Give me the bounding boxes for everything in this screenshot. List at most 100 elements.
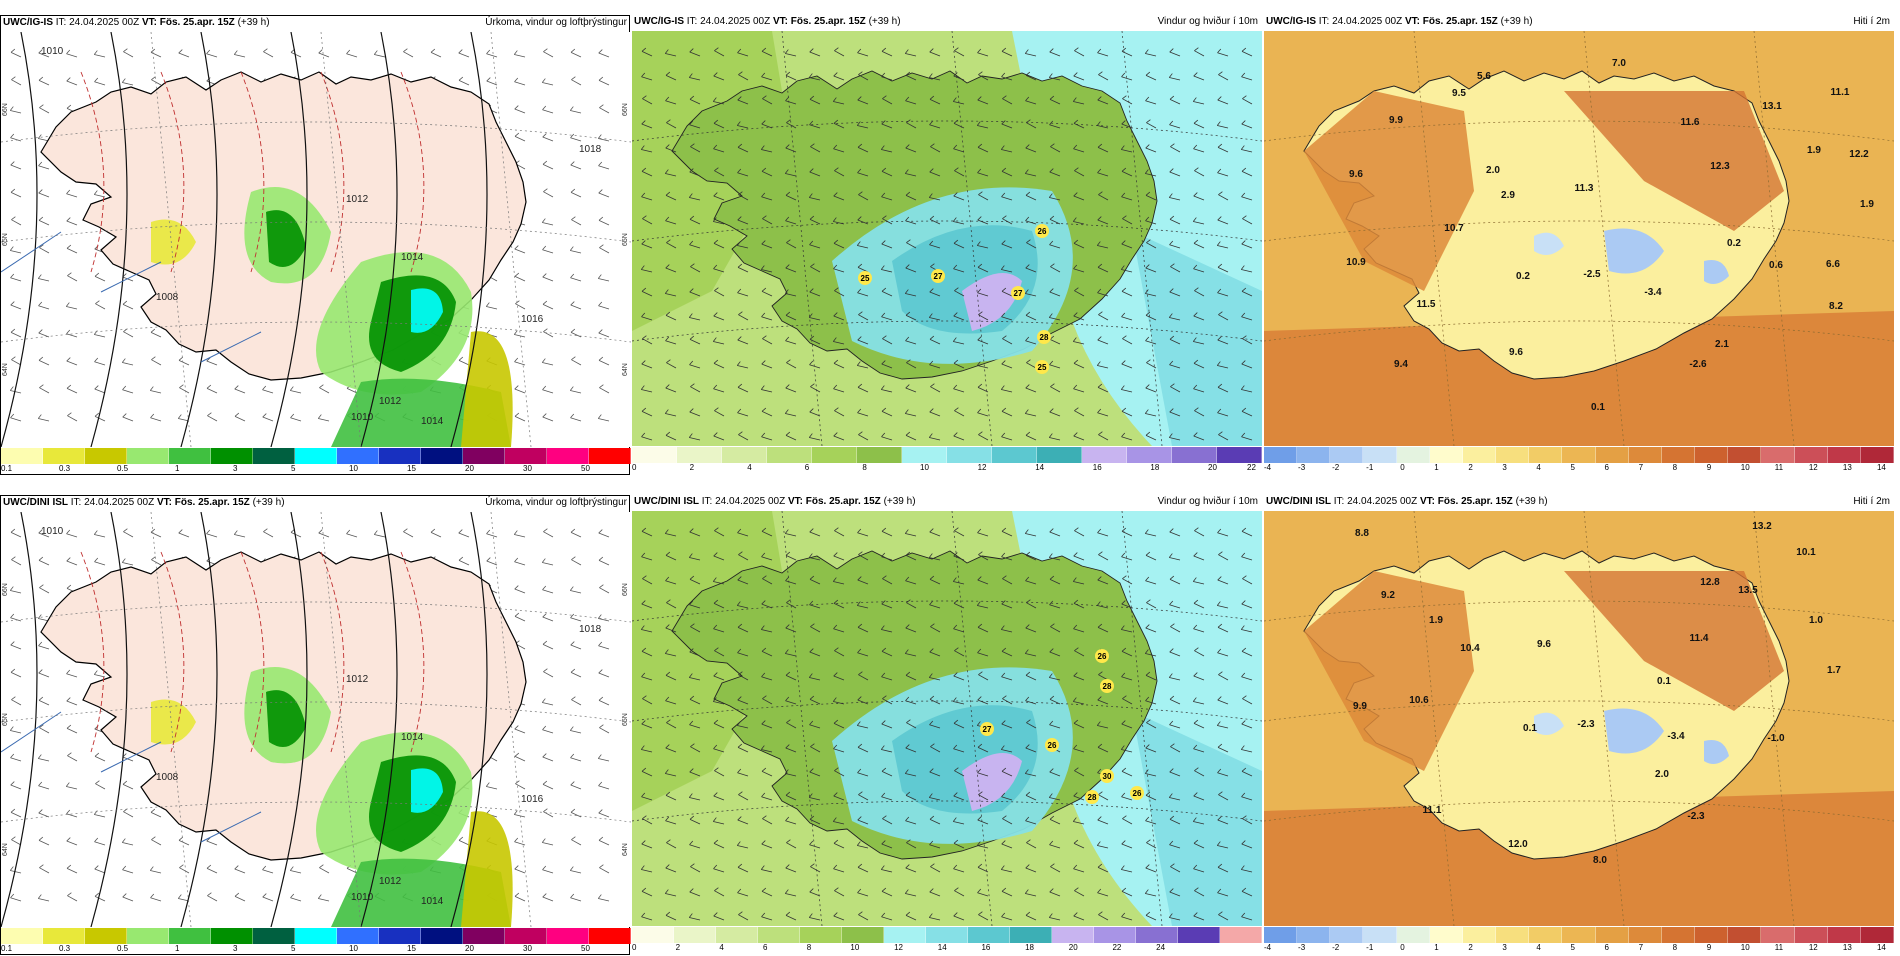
colorbar-swatch [1462, 447, 1497, 463]
temp-contour [160, 551, 185, 753]
gust-label: 27 [1011, 286, 1025, 300]
colorbar-label: 6 [763, 943, 768, 952]
gust-label: 25 [858, 271, 872, 285]
colorbar-swatch [884, 927, 926, 943]
temp-label: -2.5 [1583, 269, 1601, 280]
colorbar-swatches [1, 928, 631, 944]
it-value: 24.04.2025 00Z [1332, 16, 1403, 27]
isobar-label: 1018 [579, 144, 602, 155]
colorbar-label: 9 [1706, 463, 1712, 472]
colorbar-label: 20 [1068, 943, 1078, 952]
colorbar-swatch [127, 928, 169, 944]
precip-area [266, 690, 306, 747]
colorbar-label: 12 [894, 943, 903, 952]
colorbar-swatch [589, 928, 631, 944]
temp-label: 6.6 [1826, 259, 1840, 270]
isobar-label: 1012 [346, 194, 369, 205]
colorbar-swatch [1595, 447, 1629, 463]
graticule [1, 512, 631, 927]
colorbar-label: 10 [850, 943, 860, 952]
temp-label: 10.1 [1796, 547, 1816, 558]
colorbar-swatch [1052, 927, 1094, 943]
colorbar-swatch [505, 928, 547, 944]
vt-value: Fös. 25.apr. 15Z [1422, 16, 1498, 27]
colorbar-label: 7 [1638, 463, 1644, 472]
colorbar-labels: 0 2 4 6 8 10 12 14 16 18 20 22 24 [632, 943, 1262, 955]
temp-colorbar: -4 -3 -2 -1 0 1 2 3 4 5 6 7 8 9 10 11 12 13 14 [1264, 447, 1894, 475]
colorbar-label: 0.3 [59, 464, 71, 473]
colorbar-label: 10 [1740, 943, 1750, 952]
temp-label: 1.9 [1807, 145, 1821, 156]
temp-label: 9.9 [1353, 701, 1367, 712]
panel-precip-igis: UWC/IG-IS IT: 24.04.2025 00Z VT: Fös. 25… [0, 15, 631, 476]
temp-label: 12.0 [1508, 839, 1528, 850]
it-value: 24.04.2025 00Z [700, 16, 771, 27]
colorbar-labels: -4 -3 -2 -1 0 1 2 3 4 5 6 7 8 9 10 11 12 13 14 [1264, 943, 1894, 955]
colorbar-label: 4 [747, 463, 752, 472]
svg-text:25: 25 [1038, 363, 1047, 372]
isobar-label: 1010 [351, 892, 374, 903]
colorbar-swatch [1496, 927, 1530, 943]
panel-title: Vindur og hviður í 10m [1157, 496, 1258, 507]
isobar [1, 32, 38, 447]
panel-title: Úrkoma, vindur og loftþrýstingur [485, 17, 627, 28]
temp-label: 11.5 [1417, 299, 1436, 310]
temp-label: 9.4 [1394, 359, 1408, 370]
it-label: IT: [70, 497, 82, 508]
colorbar-swatch [1595, 927, 1629, 943]
svg-text:28: 28 [1103, 682, 1112, 691]
wind-barbs [640, 47, 1253, 441]
panel-wind-dini: UWC/DINI ISL IT: 24.04.2025 00Z VT: Fös.… [632, 495, 1262, 955]
colorbar-swatch [1728, 927, 1762, 943]
colorbar-swatches [632, 447, 1262, 463]
temp-label: 2.1 [1715, 339, 1729, 350]
colorbar-label: 11 [1774, 463, 1784, 472]
temp-contour [160, 71, 185, 273]
colorbar-label: 8 [862, 463, 867, 472]
model-name: UWC/IG-IS [1266, 16, 1316, 27]
colorbar-label: 13 [1842, 943, 1852, 952]
temp-label: 9.9 [1389, 115, 1403, 126]
temp-label: 5.6 [1477, 71, 1491, 82]
colorbar-swatches [632, 927, 1262, 943]
model-name: UWC/DINI ISL [634, 496, 699, 507]
panel-title: Vindur og hviður í 10m [1157, 16, 1258, 27]
precip-area [151, 219, 196, 265]
temp-label: -3.4 [1667, 731, 1685, 742]
isobar-label: 1012 [346, 674, 369, 685]
vt-value: Fös. 25.apr. 15Z [805, 496, 881, 507]
vt-label: VT: [787, 496, 803, 507]
colorbar-label: 18 [1025, 943, 1035, 952]
colorbar-label: 14 [1876, 943, 1886, 952]
colorbar-swatch [992, 447, 1037, 463]
temp-label: 8.8 [1355, 528, 1369, 539]
graticule [632, 31, 1262, 446]
lat-label-right: 66N [622, 583, 629, 596]
temp-label: -2.6 [1689, 359, 1707, 370]
graticule [1264, 511, 1894, 926]
colorbar-swatch [1661, 927, 1696, 943]
colorbar-label: 50 [581, 464, 590, 473]
lat-label: 65N [2, 713, 9, 726]
colorbar-label: 5 [1570, 943, 1575, 952]
colorbar-label: 5 [291, 944, 296, 953]
colorbar-label: 20 [465, 944, 474, 953]
temp-label: 8.0 [1593, 855, 1607, 866]
vt-value: Fös. 25.apr. 15Z [790, 16, 866, 27]
colorbar-swatch [722, 447, 767, 463]
model-name: UWC/DINI ISL [3, 497, 68, 508]
gust-label: 28 [1037, 330, 1051, 344]
svg-text:25: 25 [861, 274, 870, 283]
temp-label: 13.5 [1738, 585, 1758, 596]
isobar [180, 512, 218, 927]
colorbar-swatch [547, 448, 589, 464]
colorbar-swatch [421, 448, 463, 464]
colorbar-swatch [857, 447, 902, 463]
lat-line [100, 741, 162, 773]
colorbar-label: -2 [1332, 943, 1340, 952]
temp-label: 13.2 [1752, 521, 1772, 532]
it-value: 24.04.2025 00Z [84, 497, 155, 508]
colorbar-swatch [1562, 447, 1596, 463]
precip-colorbar: 0.1 0.3 0.5 1 3 5 10 15 20 30 50 [1, 448, 631, 476]
colorbar-label: 8 [806, 943, 812, 952]
